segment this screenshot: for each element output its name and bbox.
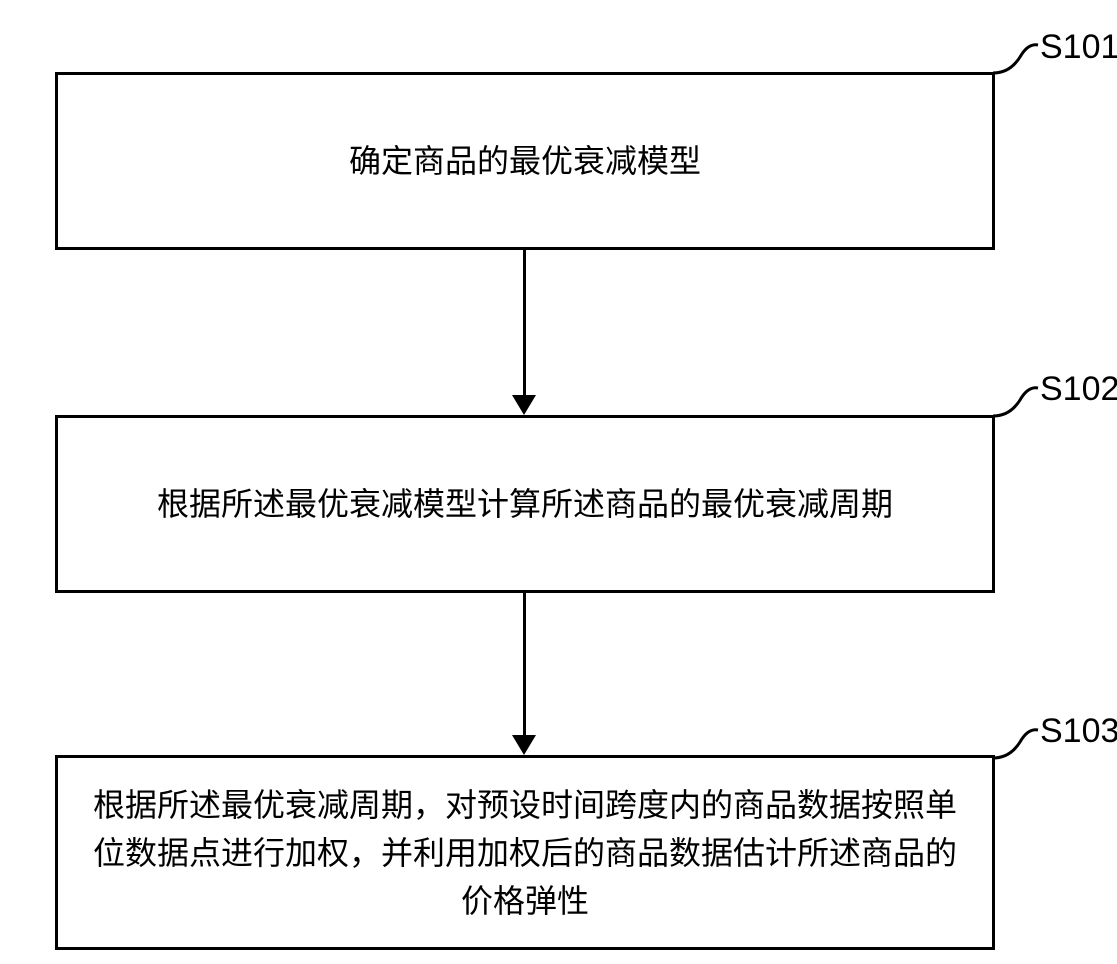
flow-text-s101: 确定商品的最优衰减模型 — [349, 137, 701, 185]
step-label-s101: S101 — [1040, 28, 1117, 67]
connector-curve-s102 — [990, 378, 1045, 423]
arrow-line-1 — [523, 250, 526, 395]
flowchart-container: 确定商品的最优衰减模型 S101 根据所述最优衰减模型计算所述商品的最优衰减周期… — [20, 20, 1097, 944]
step-label-s102: S102 — [1040, 370, 1117, 409]
arrow-head-2 — [512, 735, 536, 755]
arrow-head-1 — [512, 395, 536, 415]
flow-node-s102: 根据所述最优衰减模型计算所述商品的最优衰减周期 — [55, 415, 995, 593]
flow-node-s101: 确定商品的最优衰减模型 — [55, 72, 995, 250]
flow-node-s103: 根据所述最优衰减周期，对预设时间跨度内的商品数据按照单位数据点进行加权，并利用加… — [55, 755, 995, 950]
flow-text-s103: 根据所述最优衰减周期，对预设时间跨度内的商品数据按照单位数据点进行加权，并利用加… — [88, 781, 962, 925]
flow-text-s102: 根据所述最优衰减模型计算所述商品的最优衰减周期 — [157, 480, 893, 528]
step-label-s103: S103 — [1040, 712, 1117, 751]
arrow-line-2 — [523, 593, 526, 735]
connector-curve-s103 — [990, 720, 1045, 765]
connector-curve-s101 — [990, 35, 1045, 80]
